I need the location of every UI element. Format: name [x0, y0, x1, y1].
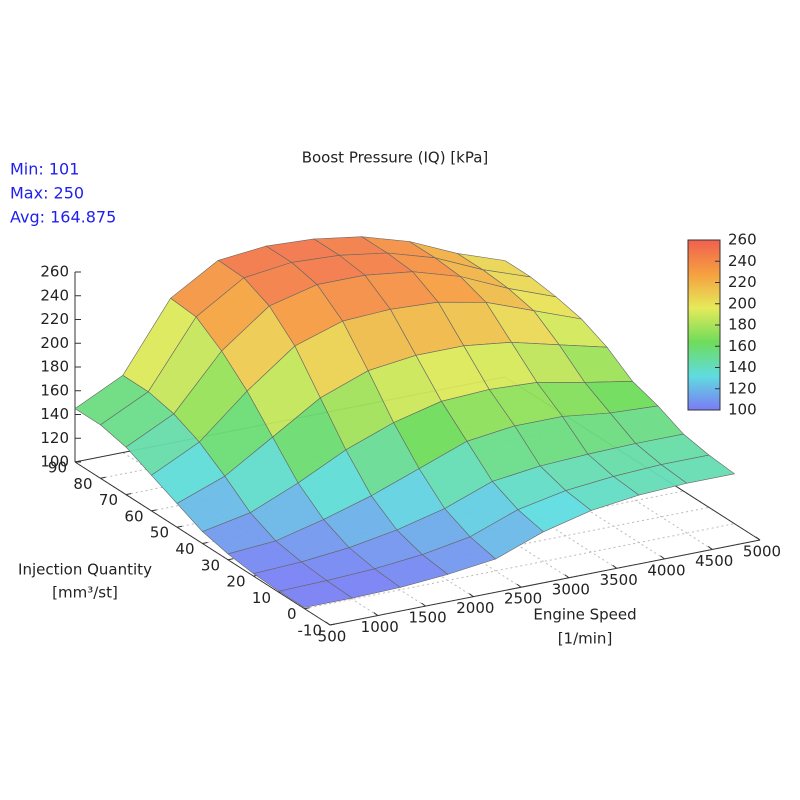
y-grid-line: [278, 506, 710, 593]
y-tick-label: 0: [287, 605, 297, 623]
y-tick: [227, 558, 234, 561]
surface-patch: [278, 580, 354, 608]
y-tick-label: 70: [99, 491, 118, 509]
z-tick-label: 220: [40, 310, 69, 328]
x-tick-label: 2000: [456, 599, 494, 617]
colorbar-tick-label: 220: [728, 273, 757, 291]
axis-line: [329, 539, 761, 626]
y-grid-line: [304, 523, 735, 610]
x-tick: [516, 583, 522, 588]
stat-min: Min: 101: [10, 160, 79, 179]
z-tick-label: 200: [40, 334, 69, 352]
y-tick: [151, 509, 157, 512]
y-grid-line: [253, 490, 684, 577]
x-tick-label: 1500: [408, 609, 446, 627]
y-tick-label: 80: [73, 475, 92, 493]
z-tick-label: 160: [40, 381, 69, 399]
y-tick-label: 10: [252, 589, 271, 607]
x-tick: [325, 621, 331, 626]
x-tick-label: 3500: [600, 571, 638, 589]
x-tick: [421, 602, 426, 607]
y-tick-label: 40: [175, 540, 194, 558]
y-tick-label: -10: [298, 622, 323, 640]
y-tick: [125, 493, 132, 496]
colorbar-tick-label: 200: [728, 294, 757, 312]
y-tick: [176, 525, 183, 528]
y-axis-label: Injection Quantity: [18, 561, 152, 579]
y-tick-label: 60: [124, 507, 143, 525]
x-tick-label: 4500: [695, 552, 733, 570]
colorbar-tick-label: 120: [728, 379, 757, 397]
x-tick: [660, 555, 665, 560]
z-tick-label: 140: [40, 405, 69, 423]
y-tick-label: 50: [150, 524, 169, 542]
y-tick: [74, 460, 81, 463]
y-tick: [304, 607, 310, 610]
y-tick: [202, 542, 208, 544]
x-tick-label: 3000: [552, 580, 590, 598]
z-tick-label: 240: [40, 286, 69, 304]
colorbar-tick-label: 100: [728, 401, 757, 419]
x-tick-label: 2500: [504, 590, 542, 608]
z-tick-label: 120: [40, 429, 69, 447]
y-tick: [329, 623, 336, 626]
x-tick: [564, 574, 570, 579]
y-tick-label: 30: [201, 556, 220, 574]
x-tick: [707, 546, 713, 550]
y-tick: [100, 476, 106, 479]
colorbar-tick-label: 240: [728, 252, 757, 270]
x-tick: [373, 612, 379, 616]
y-tick-label: 90: [48, 459, 67, 477]
x-axis-label: Engine Speed: [533, 606, 636, 624]
y-axis-unit: [mm³/st]: [52, 584, 118, 602]
z-tick-label: 100: [40, 453, 69, 471]
z-tick-label: 260: [40, 263, 69, 281]
y-tick-label: 20: [226, 573, 245, 591]
chart-title: Boost Pressure (IQ) [kPa]: [302, 149, 489, 167]
colorbar: [687, 239, 721, 411]
stat-avg: Avg: 164.875: [10, 208, 116, 227]
stat-max: Max: 250: [10, 184, 84, 203]
x-tick: [755, 536, 761, 541]
colorbar-tick-label: 260: [728, 231, 757, 249]
x-tick-label: 4000: [647, 561, 685, 579]
x-tick: [469, 593, 474, 598]
colorbar-tick-label: 160: [728, 337, 757, 355]
colorbar-tick-label: 180: [728, 316, 757, 334]
x-tick-label: 5000: [743, 543, 781, 561]
x-tick-label: 1000: [361, 618, 399, 636]
z-tick-label: 180: [40, 358, 69, 376]
x-tick-label: 500: [318, 628, 347, 646]
x-axis-unit: [1/min]: [558, 630, 613, 648]
x-tick: [612, 564, 617, 569]
colorbar-tick-label: 140: [728, 358, 757, 376]
